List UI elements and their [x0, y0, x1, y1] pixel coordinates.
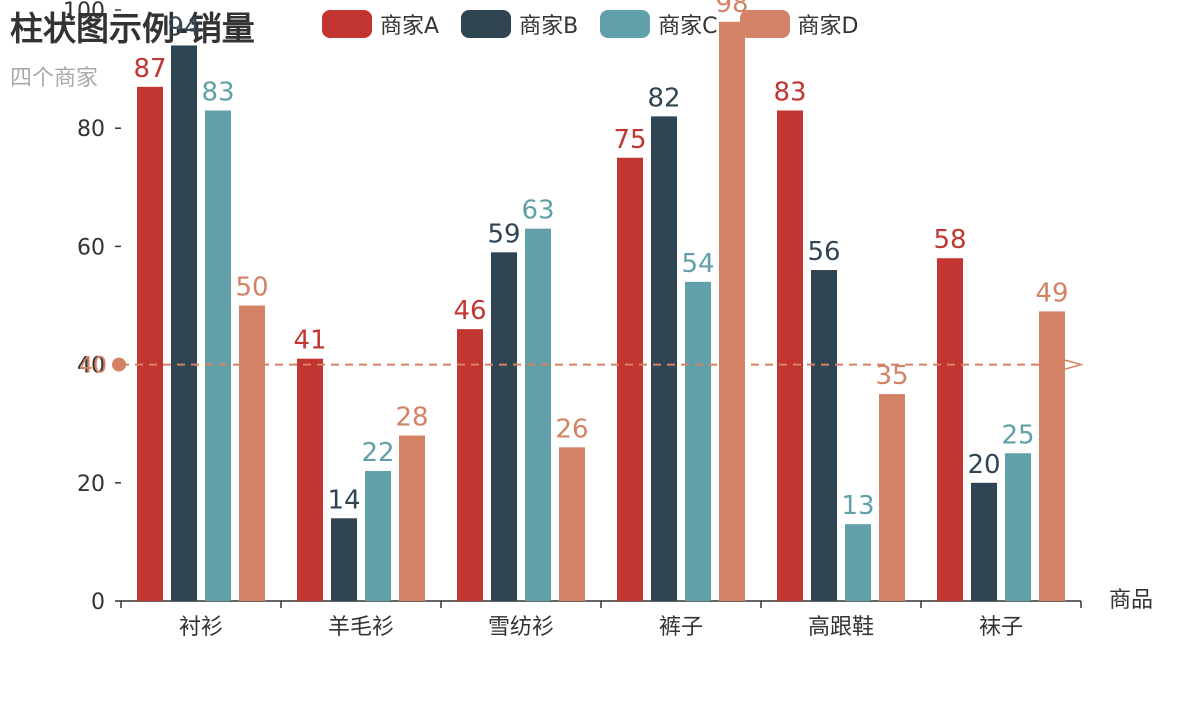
- bar: [399, 435, 425, 601]
- bar: [457, 329, 483, 601]
- bar: [205, 110, 231, 601]
- bar: [811, 270, 837, 601]
- x-tick-label: 羊毛衫: [328, 615, 394, 640]
- bar: [1005, 453, 1031, 601]
- data-label: 14: [327, 485, 360, 515]
- bar: [525, 228, 551, 602]
- data-label: 28: [395, 403, 428, 433]
- markline-start-symbol: [112, 357, 126, 372]
- data-label: 46: [453, 296, 486, 326]
- chart-title: 柱状图示例-销量: [10, 9, 255, 48]
- data-label: 83: [201, 77, 234, 107]
- bar: [1039, 311, 1065, 601]
- data-label: 82: [647, 83, 680, 113]
- bar: [491, 252, 517, 601]
- x-tick-label: 雪纺衫: [488, 615, 554, 640]
- data-label: 13: [841, 491, 874, 521]
- y-tick-label: 80: [77, 117, 105, 142]
- data-label: 26: [555, 414, 588, 444]
- chart-subtitle: 四个商家: [10, 66, 99, 91]
- legend-swatch-a: [322, 10, 372, 38]
- data-label: 49: [1035, 278, 1068, 308]
- y-tick-label: 40: [77, 354, 105, 379]
- legend-item-b[interactable]: 商家B: [461, 8, 578, 40]
- bar: [845, 524, 871, 601]
- legend-label-c: 商家C: [658, 14, 718, 39]
- legend-swatch-d: [739, 10, 790, 38]
- data-label: 41: [293, 326, 326, 356]
- x-axis-label: 商品: [1109, 588, 1153, 613]
- bar: [685, 281, 711, 601]
- data-label: 54: [681, 249, 714, 279]
- x-tick-label: 高跟鞋: [808, 615, 874, 640]
- data-label: 83: [773, 77, 806, 107]
- y-tick-label: 20: [77, 472, 105, 497]
- y-tick-label: 100: [63, 0, 105, 24]
- data-label: 25: [1001, 420, 1034, 450]
- bar: [559, 447, 585, 601]
- data-label: 35: [875, 361, 908, 391]
- data-label: 63: [521, 196, 554, 226]
- data-label: 20: [967, 450, 1000, 480]
- bar: [651, 116, 677, 601]
- markline-end-arrow: [1046, 354, 1084, 376]
- data-label: 59: [487, 219, 520, 249]
- data-label: 98: [715, 0, 748, 19]
- legend-label-a: 商家A: [380, 14, 440, 39]
- data-label: 58: [933, 225, 966, 255]
- data-label: 94: [167, 12, 200, 42]
- bar: [971, 482, 997, 601]
- bar: [239, 305, 265, 601]
- legend-label-b: 商家B: [519, 14, 579, 39]
- bar: [171, 45, 197, 601]
- chart-legend: 商家A 商家B 商家C 商家D: [322, 8, 858, 40]
- bar: [331, 518, 357, 601]
- legend-item-d[interactable]: 商家D: [739, 8, 859, 40]
- bar: [937, 258, 963, 601]
- data-label: 75: [613, 125, 646, 155]
- x-tick-label: 衬衫: [179, 615, 223, 640]
- bar: [777, 110, 803, 601]
- data-label: 56: [807, 237, 840, 267]
- bar: [617, 157, 643, 601]
- data-label: 50: [235, 273, 268, 303]
- bar: [297, 358, 323, 601]
- bar: [719, 21, 745, 601]
- legend-swatch-c: [600, 10, 651, 38]
- bar: [137, 86, 163, 601]
- legend-label-d: 商家D: [797, 14, 859, 39]
- bar: [365, 470, 391, 601]
- legend-item-a[interactable]: 商家A: [322, 8, 439, 40]
- y-tick-label: 60: [77, 235, 105, 260]
- x-tick-label: 裤子: [659, 615, 703, 640]
- legend-swatch-b: [461, 10, 512, 38]
- bar: [879, 394, 905, 601]
- data-label: 87: [133, 54, 166, 84]
- x-tick-label: 袜子: [979, 615, 1023, 640]
- y-tick-label: 0: [91, 590, 105, 615]
- legend-item-c[interactable]: 商家C: [600, 8, 718, 40]
- markline-label: 40: [79, 354, 107, 379]
- data-label: 22: [361, 438, 394, 468]
